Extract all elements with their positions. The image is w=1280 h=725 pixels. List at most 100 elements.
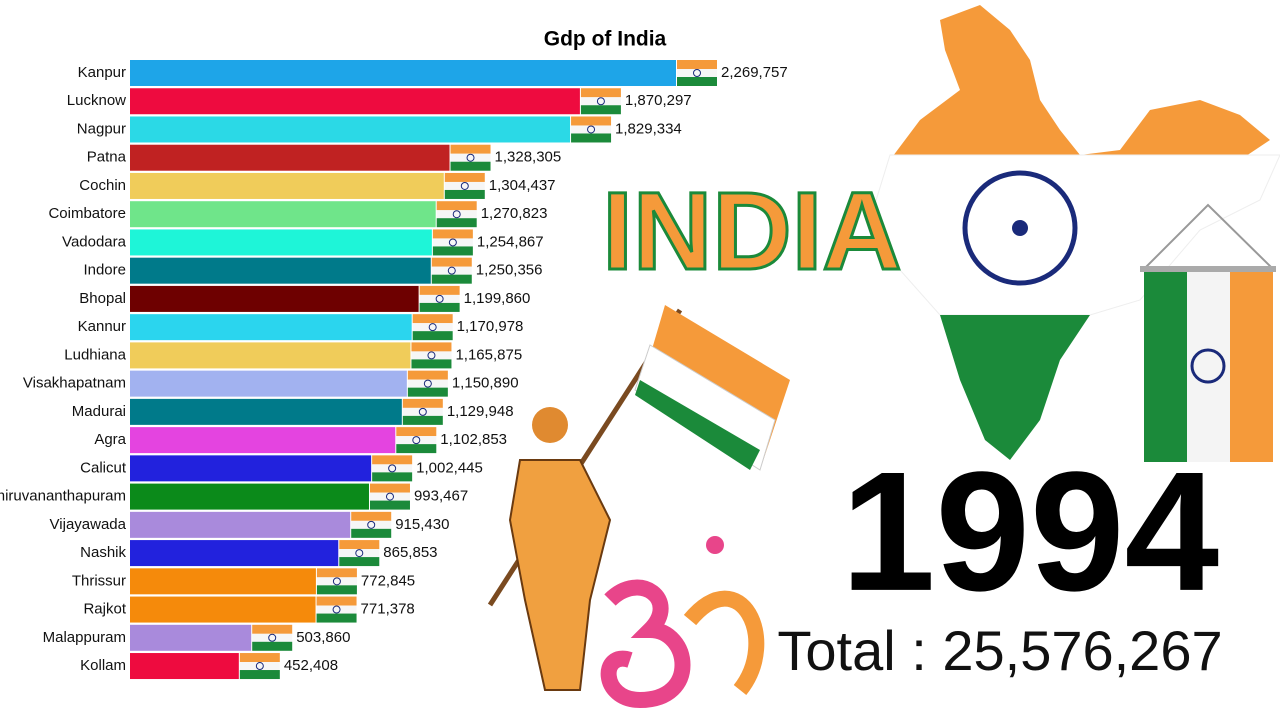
flag-stripe — [239, 670, 280, 680]
value-label: 1,165,875 — [455, 346, 522, 363]
category-label: Kollam — [80, 657, 126, 674]
flag-stripe — [450, 153, 491, 162]
flag-stripe — [412, 331, 453, 341]
flag-stripe — [369, 492, 410, 501]
category-label: Thrissur — [72, 572, 126, 589]
flag-icon — [444, 172, 485, 199]
value-label: 1,254,867 — [477, 233, 544, 250]
flag-stripe — [432, 229, 473, 239]
flag-stripe — [252, 624, 293, 634]
category-label: Cochin — [79, 177, 126, 194]
value-label: 1,102,853 — [440, 431, 507, 448]
flag-stripe — [407, 370, 448, 380]
bar — [130, 314, 412, 341]
flag-stripe — [411, 342, 452, 352]
flag-wheel — [412, 436, 421, 445]
flag-wheel — [418, 407, 427, 416]
value-label: 1,328,305 — [495, 149, 562, 166]
flag-icon — [402, 398, 443, 425]
flag-wheel — [435, 294, 444, 303]
category-label: Rajkot — [83, 601, 126, 618]
flag-stripe — [316, 613, 357, 623]
flag-wheel — [427, 351, 436, 360]
flag-wheel — [385, 492, 394, 501]
flag-stripe — [411, 359, 452, 369]
flag-wheel — [355, 549, 364, 558]
flag-icon — [407, 370, 448, 397]
value-label: 993,467 — [414, 488, 468, 505]
bar — [130, 88, 580, 115]
flag-icon — [396, 427, 437, 454]
category-label: Visakhapatnam — [23, 375, 126, 392]
value-label: 1,199,860 — [464, 290, 531, 307]
value-label: 915,430 — [395, 516, 449, 533]
category-label: Coimbatore — [48, 205, 126, 222]
flag-stripe — [431, 257, 472, 267]
flag-icon — [239, 653, 280, 680]
flag-icon — [316, 596, 357, 623]
flag-stripe — [316, 585, 357, 595]
banner-text: INDIA — [602, 170, 901, 293]
flag-stripe — [412, 323, 453, 332]
flag-icon — [431, 257, 472, 284]
flag-stripe — [412, 314, 453, 324]
flag-wheel — [268, 633, 277, 642]
flag-stripe — [580, 88, 621, 98]
flag-stripe — [316, 568, 357, 578]
category-label: Madurai — [72, 403, 126, 420]
person-with-flag — [487, 305, 790, 691]
flag-stripe — [571, 116, 612, 126]
flag-stripe — [372, 472, 413, 482]
flag-stripe — [419, 294, 460, 303]
bar — [130, 483, 369, 510]
bar — [130, 540, 339, 567]
flag-icon — [369, 483, 410, 510]
category-label: Ludhiana — [64, 346, 126, 363]
flag-stripe — [677, 69, 717, 77]
flag-stripe — [677, 77, 717, 86]
flag-stripe — [444, 172, 485, 182]
flag-stripe — [571, 133, 612, 143]
flag-stripe — [372, 455, 413, 465]
flag-icon — [580, 88, 621, 115]
bar — [130, 116, 571, 143]
bar — [130, 427, 396, 454]
flag-icon — [412, 314, 453, 341]
bar — [130, 229, 432, 256]
flag-stripe — [396, 427, 437, 437]
category-label: Agra — [94, 431, 126, 448]
flag-icon — [419, 285, 460, 312]
bar — [130, 60, 676, 86]
flag-wheel — [255, 662, 264, 671]
flag-stripe — [396, 436, 437, 445]
category-label: Patna — [87, 149, 127, 166]
flag-wheel — [448, 238, 457, 247]
flag-stripe — [419, 285, 460, 295]
flag-icon — [339, 540, 380, 567]
flag-stripe — [450, 144, 491, 154]
flag-stripe — [432, 246, 473, 256]
bars: Kanpur 2,269,757 Lucknow 1,870,297 Nagpur 1,8… — [0, 60, 788, 680]
flag-stripe — [407, 379, 448, 388]
flag-stripe — [351, 511, 392, 521]
flag-stripe — [402, 407, 443, 416]
flag-wheel — [460, 181, 469, 190]
flag-stripe — [402, 398, 443, 408]
flag-wheel — [596, 97, 605, 106]
value-label: 503,860 — [296, 629, 350, 646]
flag-stripe — [316, 596, 357, 606]
bar — [130, 511, 351, 538]
bar — [130, 172, 444, 199]
flag-wheel — [452, 210, 461, 219]
flag-stripe — [677, 60, 717, 69]
category-label: Vadodara — [62, 233, 127, 250]
flag-wheel — [693, 69, 701, 77]
value-label: 1,829,334 — [615, 120, 682, 137]
flag-stripe — [444, 181, 485, 190]
bar — [130, 144, 450, 171]
flag-stripe — [239, 662, 280, 671]
bar — [130, 653, 239, 680]
flag-icon — [411, 342, 452, 369]
category-label: Vijayawada — [50, 516, 127, 533]
